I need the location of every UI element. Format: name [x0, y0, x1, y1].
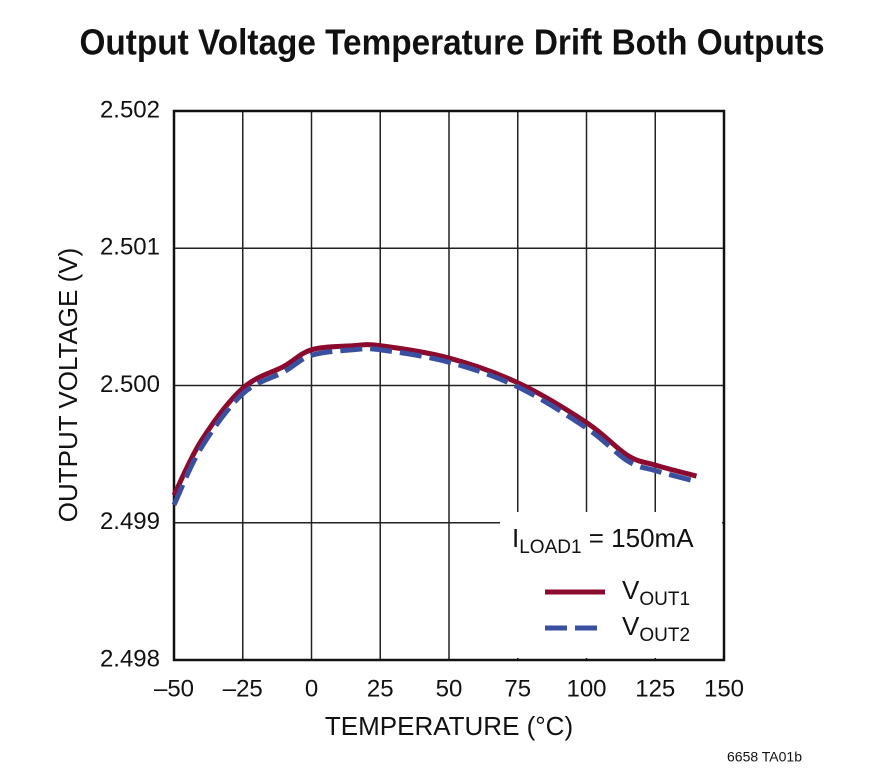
x-tick-label: 50 [436, 675, 463, 702]
legend-background [500, 512, 722, 658]
y-tick-label: 2.501 [100, 234, 160, 261]
x-tick-label: –50 [154, 675, 194, 702]
legend-main: V [622, 611, 640, 641]
series-line [171, 342, 698, 497]
x-tick-label: 125 [635, 675, 675, 702]
x-tick-label: 0 [305, 675, 318, 702]
y-tick-label: 2.502 [100, 96, 160, 123]
x-tick-label: 75 [504, 675, 531, 702]
legend-label: VOUT1 [622, 575, 690, 610]
legend-sub: OUT1 [639, 589, 690, 610]
y-tick-label: 2.500 [100, 371, 160, 398]
y-axis-label: OUTPUT VOLTAGE (V) [53, 248, 83, 522]
annotation: ILOAD1 = 150mA [512, 523, 694, 558]
x-tick-label: 150 [704, 675, 744, 702]
x-tick-label: 100 [566, 675, 606, 702]
x-tick-label: –25 [223, 675, 263, 702]
y-tick-label: 2.499 [100, 508, 160, 535]
legend-label: VOUT2 [622, 611, 690, 646]
legend-sub: OUT2 [639, 625, 690, 646]
footnote: 6658 TA01b [727, 749, 802, 765]
annotation-rest: = 150mA [582, 523, 695, 553]
x-tick-label: 25 [367, 675, 394, 702]
series-line [171, 346, 698, 506]
legend-main: V [622, 575, 640, 605]
y-tick-label: 2.498 [100, 645, 160, 672]
plot-frame [172, 109, 726, 662]
x-axis-label: TEMPERATURE (°C) [325, 711, 573, 741]
annotation-main: I [512, 523, 519, 553]
chart-title: Output Voltage Temperature Drift Both Ou… [80, 22, 825, 63]
annotation-sub: LOAD1 [519, 537, 581, 558]
